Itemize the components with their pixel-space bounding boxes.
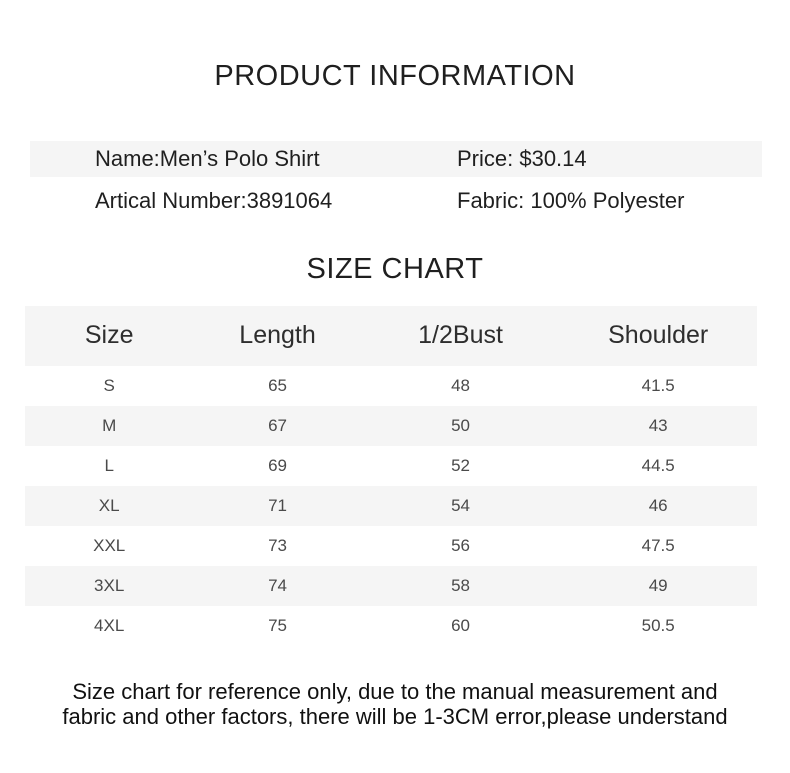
table-cell: 50.5 [641, 615, 675, 635]
table-cell: 41.5 [641, 375, 675, 395]
table-row: XXL 73 56 47.5 [25, 526, 757, 566]
table-cell: 60 [451, 615, 470, 635]
table-cell: 49 [648, 575, 668, 595]
table-cell: 69 [268, 455, 287, 475]
column-header-length: Length [193, 305, 362, 366]
product-info-section: Name:Men’s Polo Shirt Price: $30.14 Arti… [30, 141, 762, 219]
table-cell: 44.5 [641, 455, 675, 475]
table-cell: 43 [648, 415, 668, 435]
table-cell: 73 [268, 535, 287, 555]
table-cell: 67 [268, 415, 287, 435]
table-cell: 4XL [94, 615, 125, 635]
table-cell: 52 [451, 455, 470, 475]
table-row: 4XL 75 60 50.5 [25, 606, 757, 646]
table-cell: 65 [268, 375, 287, 395]
table-cell: M [102, 415, 117, 435]
column-header-bust: 1/2Bust [361, 305, 560, 366]
table-cell: 3XL [94, 575, 125, 595]
table-row: L 69 52 44.5 [25, 446, 757, 486]
product-artical-number: Artical Number:3891064 [95, 188, 333, 214]
table-cell: 47.5 [641, 535, 675, 555]
page-title: PRODUCT INFORMATION [214, 60, 576, 92]
table-row: XL 71 54 46 [25, 485, 757, 526]
product-fabric: Fabric: 100% Polyester [457, 188, 685, 214]
column-header-shoulder: Shoulder [559, 305, 757, 366]
size-chart-title: SIZE CHART [306, 253, 484, 286]
table-cell: 71 [268, 495, 287, 515]
product-price: Price: $30.14 [457, 146, 587, 172]
info-row-artical-fabric: Artical Number:3891064 Fabric: 100% Poly… [30, 183, 762, 219]
table-header-row: Size Length 1/2Bust Shoulder [25, 305, 757, 366]
size-chart-table: Size Length 1/2Bust Shoulder S 65 48 41.5 M 6… [25, 305, 757, 646]
disclaimer: Size chart for reference only, due to th… [0, 679, 790, 729]
table-row: S 65 48 41.5 [25, 366, 757, 406]
disclaimer-line1: Size chart for reference only, due to th… [72, 678, 718, 704]
product-name: Name:Men’s Polo Shirt [95, 146, 320, 172]
table-cell: 46 [648, 495, 668, 515]
table-cell: XXL [93, 535, 126, 555]
size-table-body: S 65 48 41.5 M 67 50 43 L 69 52 44.5 XL 71 54 46 XXL 73 56… [25, 366, 757, 646]
table-cell: L [104, 455, 114, 475]
table-row: 3XL 74 58 49 [25, 565, 757, 606]
table-cell: XL [98, 495, 120, 515]
table-cell: 48 [451, 375, 470, 395]
table-cell: 75 [268, 615, 287, 635]
table-cell: S [103, 375, 115, 395]
column-header-size: Size [25, 305, 194, 366]
disclaimer-line2: fabric and other factors, there will be … [62, 703, 728, 729]
table-cell: 74 [268, 575, 287, 595]
info-row-name-price: Name:Men’s Polo Shirt Price: $30.14 [30, 141, 762, 178]
table-cell: 50 [451, 415, 470, 435]
table-row: M 67 50 43 [25, 405, 757, 446]
table-cell: 56 [451, 535, 470, 555]
table-cell: 54 [451, 495, 470, 515]
table-cell: 58 [451, 575, 470, 595]
